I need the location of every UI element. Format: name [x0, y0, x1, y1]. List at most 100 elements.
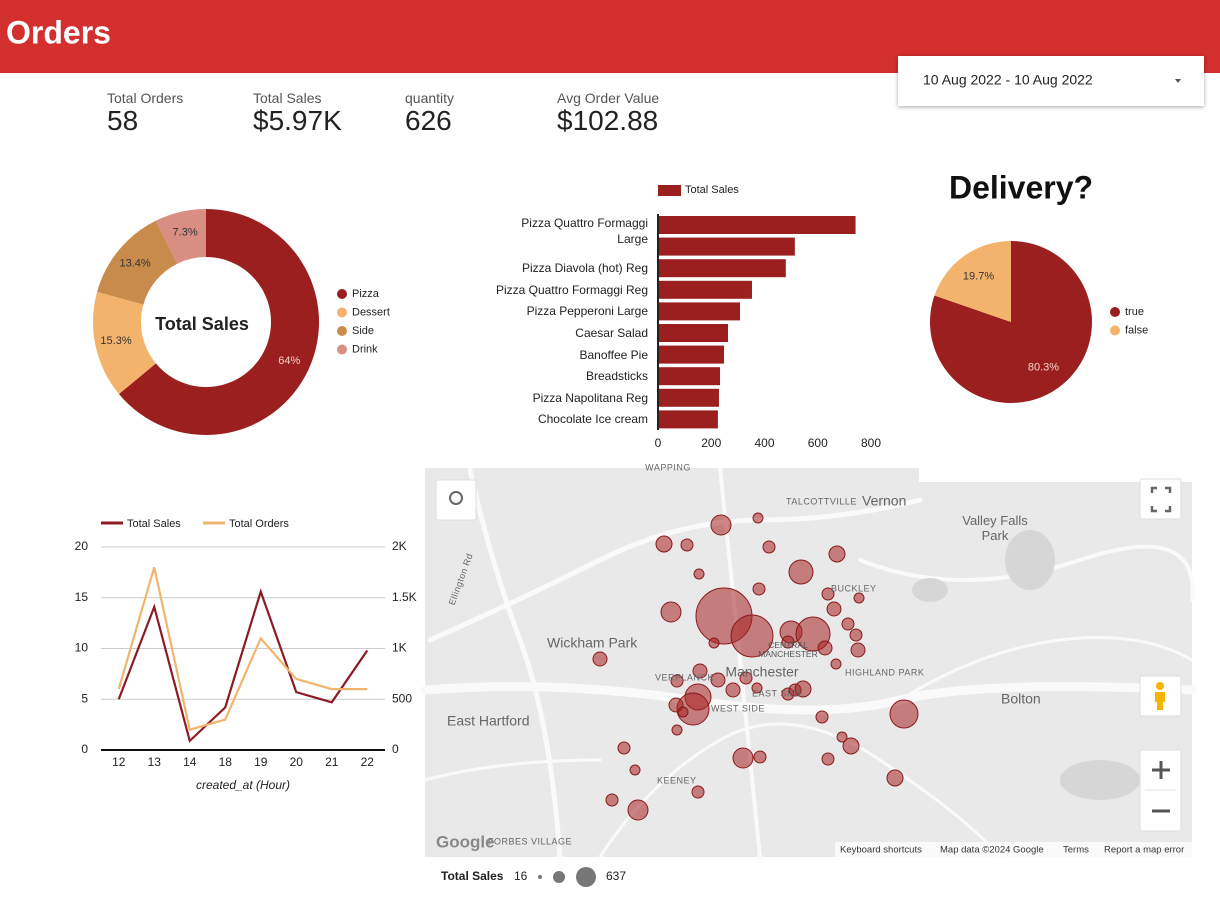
y-tick-label: 10: [75, 641, 89, 655]
legend-marker: [337, 307, 347, 318]
fullscreen-icon: [1150, 486, 1172, 513]
line-series: [117, 588, 369, 743]
y-tick-label: Breadsticks: [585, 369, 648, 384]
y-tick-label: 15: [75, 590, 89, 604]
kpi-label: Total Orders: [107, 90, 184, 106]
map[interactable]: WAPPING TALCOTTVILLE Vernon Valley Falls…: [420, 462, 1220, 860]
legend-marker: [658, 185, 681, 196]
legend-marker: [337, 289, 347, 299]
bar: [658, 367, 721, 386]
slice: [155, 209, 206, 264]
legend-label: Dessert: [352, 306, 390, 318]
map-label-box: Valley Falls Park: [962, 513, 1028, 543]
page-title: Orders: [6, 14, 111, 50]
kpi-value: $5.97K: [253, 105, 342, 136]
legend-marker: [1110, 307, 1120, 317]
bar: [658, 259, 786, 278]
y-tick-label: Caesar Salad: [575, 326, 648, 340]
value-label: 80.3%: [1028, 362, 1059, 374]
map-label: BUCKLEY: [831, 583, 877, 593]
bar: [658, 216, 856, 234]
center-label: Total Sales: [155, 314, 249, 334]
legend-label: Total Sales: [127, 518, 181, 530]
y-tick-label: Pizza Pepperoni Large: [526, 304, 648, 319]
kpi-value: 626: [405, 105, 452, 136]
caret[interactable]: [1175, 79, 1181, 83]
y-tick-label: 0: [81, 742, 88, 756]
kpi-label: quantity: [405, 90, 455, 106]
attribution-bar: [835, 842, 1192, 857]
slice: [118, 209, 319, 435]
fullscreen-button[interactable]: [1139, 478, 1182, 520]
map-label: KEENEY: [657, 775, 697, 785]
map-label: Valley Falls Park: [962, 513, 1028, 543]
parks: [912, 530, 1140, 800]
size-legend-dot: [538, 875, 542, 879]
legend-label: true: [1125, 306, 1144, 318]
roads: [420, 466, 1197, 860]
legend-label: Drink: [352, 343, 378, 355]
y-tick-label: Pizza Quattro Formaggi Large: [521, 216, 648, 246]
bar: [658, 302, 741, 321]
map-label: WAPPING: [645, 462, 691, 472]
map-label: CENTRAL MANCHESTER: [758, 641, 818, 659]
map-label: Manchester: [725, 664, 798, 680]
bar: [658, 237, 795, 256]
bar: [658, 345, 725, 364]
size-legend-dot: [553, 871, 565, 883]
x-tick-label: 0: [655, 436, 662, 450]
legend-marker: [337, 326, 347, 336]
pegman-icon: [1155, 682, 1165, 710]
date-box[interactable]: [898, 56, 1204, 106]
x-tick-label: 14: [183, 755, 197, 769]
map-label: HIGHLAND PARK: [845, 667, 924, 677]
value-label: 15.3%: [100, 335, 131, 347]
size-legend-min: 16: [514, 869, 528, 883]
map-label: VERPLANCK: [655, 672, 714, 682]
legend-label: Side: [352, 325, 374, 337]
slice: [97, 220, 178, 305]
y-tick-label: Banoffee Pie: [579, 347, 648, 362]
x-tick-label: 600: [808, 436, 828, 450]
legend-label: false: [1125, 324, 1148, 336]
attribution[interactable]: Keyboard shortcuts: [840, 845, 922, 856]
locate-button[interactable]: [435, 479, 477, 521]
slice: [93, 291, 156, 395]
x-tick-label: 21: [325, 755, 339, 769]
attribution[interactable]: Terms: [1063, 845, 1089, 856]
map-label: East Hartford: [447, 713, 529, 729]
y2-tick-label: 1.5K: [392, 590, 417, 604]
x-tick-label: 20: [290, 755, 304, 769]
map-label-box: CENTRAL MANCHESTER: [758, 641, 818, 659]
map-label: FORBES VILLAGE: [488, 836, 572, 846]
y-tick-label: Pizza Napolitana Reg: [532, 390, 648, 405]
legend-marker: [1110, 325, 1120, 336]
value-label: 64%: [278, 355, 300, 367]
y-tick-label: 20: [75, 539, 89, 553]
legend-marker: [337, 344, 347, 355]
attribution[interactable]: Report a map error: [1104, 845, 1184, 856]
kpi-label: Avg Order Value: [557, 90, 660, 106]
bar: [658, 410, 718, 429]
date-range[interactable]: 10 Aug 2022 - 10 Aug 2022: [923, 72, 1093, 88]
x-tick-label: 13: [148, 755, 162, 769]
bar: [658, 324, 729, 342]
value-label: 7.3%: [173, 226, 198, 238]
date-picker[interactable]: 10 Aug 2022 - 10 Aug 2022: [898, 56, 1204, 106]
y-tick-label: Chocolate Ice cream: [537, 412, 648, 427]
legend-label: Total Orders: [229, 518, 289, 530]
x-tick-label: 200: [701, 436, 721, 450]
map-label: Bolton: [1001, 691, 1041, 707]
zoom-icons: [1152, 761, 1170, 813]
x-tick-label: 800: [861, 436, 881, 450]
legend-label: Total Sales: [685, 184, 739, 196]
x-tick-label: 12: [112, 755, 126, 769]
y-tick-label: Pizza Quattro Formaggi Reg: [495, 282, 648, 297]
map-label: Wickham Park: [547, 635, 638, 651]
x-tick-label: 18: [219, 755, 233, 769]
bar: [658, 280, 752, 299]
map-label: EAST SIDE: [752, 688, 803, 698]
size-legend-title: Total Sales: [441, 869, 504, 883]
